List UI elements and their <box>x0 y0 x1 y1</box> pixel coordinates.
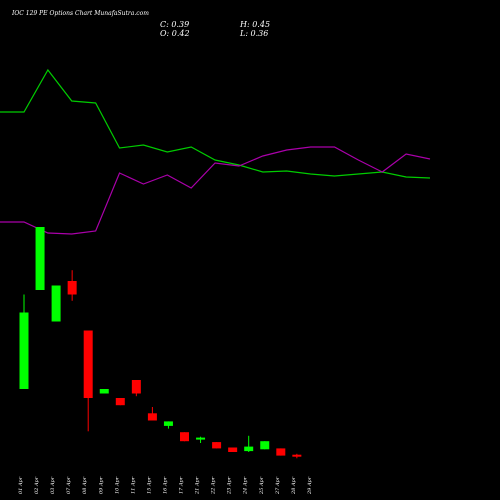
candle-body <box>147 413 157 421</box>
candle-body <box>228 447 238 452</box>
x-tick-label: 23 Apr <box>227 476 233 495</box>
x-axis-labels: 01 Apr 02 Apr 03 Apr 07 Apr 08 Apr 09 Apr 10 A… <box>18 476 313 495</box>
candle-body <box>180 432 189 442</box>
candle-body <box>260 441 270 450</box>
x-tick-label: 10 Apr <box>114 476 120 494</box>
low-value: L: 0.36 <box>240 29 269 38</box>
x-tick-label: 09 Apr <box>98 476 104 494</box>
high-value: H: 0.45 <box>240 20 271 29</box>
candle-body <box>19 312 29 389</box>
chart-title: IOC 129 PE Options Chart MunafaSutra.com <box>12 10 149 17</box>
x-tick-label: 28 Apr <box>291 476 297 495</box>
candle-body <box>163 421 173 426</box>
x-tick-label: 21 Apr <box>195 476 201 495</box>
candle-body <box>83 330 93 398</box>
close-value: C: 0.39 <box>160 20 190 29</box>
x-tick-label: 27 Apr <box>275 476 281 495</box>
candle-body <box>67 281 77 295</box>
candle-body <box>212 442 222 449</box>
purple-indicator-line <box>0 146 431 235</box>
candle-body <box>244 446 254 452</box>
open-value: O: 0.42 <box>160 29 190 38</box>
candle-body <box>131 380 141 394</box>
candle-body <box>99 389 109 394</box>
x-tick-label: 29 Apr <box>307 476 313 495</box>
x-tick-label: 11 Apr <box>130 476 136 494</box>
candle-body <box>51 285 61 322</box>
x-tick-label: 02 Apr <box>34 476 40 494</box>
candle-body <box>196 437 206 440</box>
candle-body <box>292 454 302 457</box>
candle-body <box>35 227 45 290</box>
x-tick-label: 22 Apr <box>211 476 217 495</box>
x-tick-label: 15 Apr <box>146 476 152 494</box>
x-tick-label: 03 Apr <box>50 476 56 494</box>
x-tick-label: 08 Apr <box>82 476 88 494</box>
x-tick-label: 17 Apr <box>179 476 185 494</box>
candlesticks <box>19 227 302 459</box>
green-indicator-line <box>0 68 431 179</box>
x-tick-label: 16 Apr <box>162 476 168 494</box>
x-tick-label: 24 Apr <box>243 476 249 495</box>
candle-body <box>115 398 125 406</box>
x-tick-label: 01 Apr <box>18 476 24 494</box>
x-tick-label: 25 Apr <box>259 476 265 495</box>
candle-body <box>276 448 286 456</box>
x-tick-label: 07 Apr <box>66 476 72 494</box>
indicator-lines <box>0 68 431 235</box>
